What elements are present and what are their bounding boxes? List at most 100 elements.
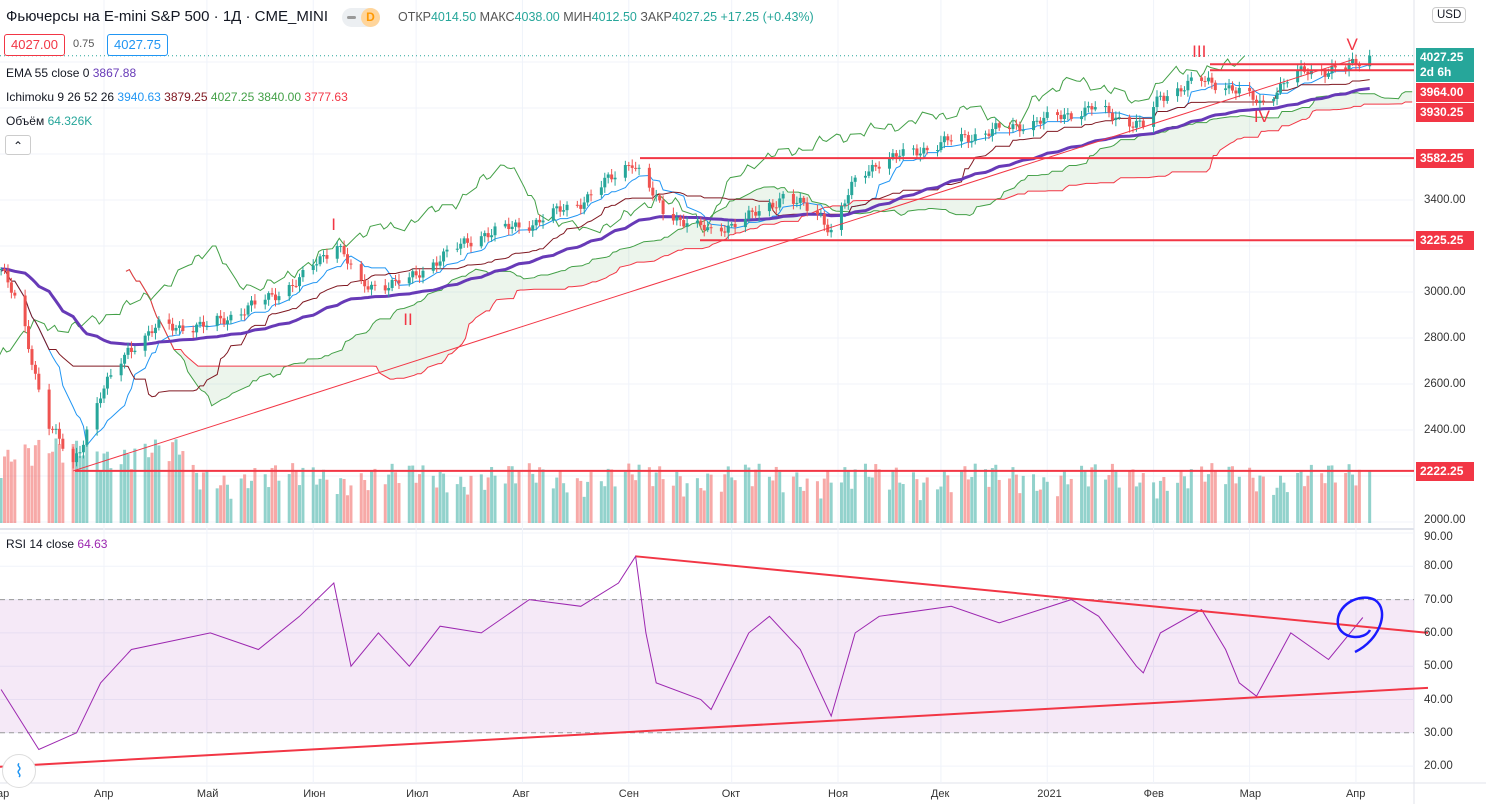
rsi-legend[interactable]: RSI 14 close 64.63 <box>6 537 108 551</box>
candle <box>109 375 113 377</box>
volume-bar <box>1138 482 1142 523</box>
candle <box>1309 69 1313 75</box>
volume-bar <box>805 478 809 523</box>
candle <box>839 206 843 230</box>
candle <box>805 202 809 211</box>
volume-bar <box>846 470 850 523</box>
volume-bar <box>750 486 754 523</box>
volume-bar <box>819 498 823 523</box>
volume-bar <box>942 471 946 523</box>
sell-button[interactable]: 4027.00 <box>4 34 65 56</box>
candle <box>9 282 13 293</box>
volume-bar <box>61 462 65 523</box>
candle <box>394 279 398 281</box>
volume-bar <box>109 468 113 523</box>
volume-bar <box>346 495 350 523</box>
volume-bar <box>973 463 977 523</box>
candle <box>126 347 130 355</box>
candle <box>757 211 761 216</box>
candle <box>298 277 302 287</box>
candle <box>733 223 737 228</box>
candle <box>1056 112 1060 115</box>
candle <box>462 238 466 244</box>
candle <box>551 208 555 221</box>
candle <box>57 428 61 439</box>
volume-legend[interactable]: Объём 64.326K <box>6 114 93 128</box>
volume-bar <box>1086 486 1090 523</box>
volume-bar <box>627 463 631 523</box>
volume-bar <box>47 453 51 523</box>
candle <box>778 198 782 208</box>
candle <box>1351 58 1355 64</box>
candle <box>435 262 439 266</box>
volume-bar <box>586 481 590 523</box>
volume-bar <box>1131 469 1135 523</box>
candle <box>274 294 277 301</box>
candle <box>966 135 970 143</box>
wave-label: I <box>331 215 336 235</box>
volume-bar <box>1354 485 1358 523</box>
volume-bar <box>1347 464 1351 523</box>
candle <box>1230 85 1234 91</box>
volume-bar <box>133 448 137 523</box>
candle <box>647 167 651 188</box>
candle <box>6 270 10 283</box>
candle <box>47 389 51 429</box>
candle <box>249 300 253 306</box>
volume-bar <box>606 468 610 523</box>
candle <box>1066 113 1070 115</box>
volume-bar <box>987 486 991 523</box>
volume-bar <box>71 443 75 523</box>
volume-bar <box>922 482 926 523</box>
volume-bar <box>335 494 339 523</box>
candle <box>925 147 929 151</box>
volume-bar <box>603 486 607 523</box>
candle <box>685 223 689 227</box>
candle <box>960 134 963 142</box>
buy-button[interactable]: 4027.75 <box>107 34 168 56</box>
volume-bar <box>874 464 878 523</box>
month-label: Ноя <box>828 788 849 800</box>
volume-bar <box>1117 487 1121 523</box>
ohlc-readout: ОТКР4014.50 МАКС4038.00 МИН4012.50 ЗАКР4… <box>398 10 814 24</box>
collapse-legend-button[interactable]: ⌃ <box>5 135 31 155</box>
volume-bar <box>462 486 466 523</box>
candle <box>311 265 315 271</box>
candle <box>490 235 494 238</box>
ema-legend[interactable]: EMA 55 close 0 3867.88 <box>6 66 137 80</box>
ichimoku-kijun <box>0 79 1370 398</box>
volume-bar <box>349 485 353 523</box>
candle <box>682 220 686 227</box>
candle <box>719 227 723 232</box>
candle <box>1210 77 1214 83</box>
volume-bar <box>795 472 799 523</box>
tradingview-logo-icon[interactable]: ⌇ <box>2 754 36 788</box>
volume-bar <box>198 489 202 523</box>
candle <box>970 140 974 143</box>
candle <box>606 174 610 178</box>
candle <box>291 284 295 286</box>
volume-bar <box>291 463 295 523</box>
price-tick: 2800.00 <box>1424 332 1466 344</box>
volume-bar <box>1254 491 1258 523</box>
volume-bar <box>249 480 253 523</box>
candle <box>366 286 370 290</box>
candle <box>174 327 178 331</box>
volume-bar <box>1368 471 1372 523</box>
volume-bar <box>984 469 988 523</box>
ichimoku-legend[interactable]: Ichimoku 9 26 52 26 3940.63 3879.25 4027… <box>6 90 348 104</box>
candle <box>1251 91 1255 100</box>
candle <box>30 349 34 365</box>
candle <box>0 269 3 270</box>
volume-bar <box>551 488 555 523</box>
month-label: Дек <box>930 788 950 800</box>
volume-bar <box>599 481 603 523</box>
volume-bar <box>1213 471 1217 523</box>
symbol-title[interactable]: Фьючерсы на E-mini S&P 500 · 1Д · CME_MI… <box>6 8 328 25</box>
volume-bar <box>1189 469 1193 523</box>
volume-bar <box>1344 472 1348 523</box>
volume-bar <box>479 474 483 523</box>
currency-button[interactable]: USD <box>1432 7 1467 23</box>
volume-bar <box>205 471 209 523</box>
